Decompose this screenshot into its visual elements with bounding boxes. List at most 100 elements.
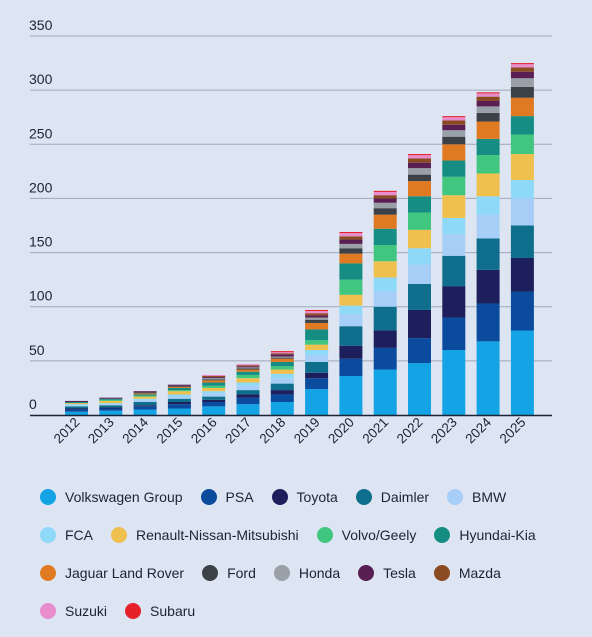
bar-segment (339, 239, 363, 244)
bar-segment (167, 385, 191, 387)
bar-segment (270, 356, 294, 358)
legend-item: Mazda (433, 554, 501, 592)
legend-item: Daimler (355, 478, 429, 516)
bar-segment (442, 217, 466, 235)
bar-segment (408, 196, 431, 213)
bar-segment (202, 385, 226, 388)
bar-segment (202, 382, 226, 386)
bar-segment (373, 198, 397, 203)
legend-swatch (358, 565, 375, 581)
bar-segment (510, 225, 534, 258)
legend-row: Suzuki Subaru (40, 592, 570, 630)
bar-segment (373, 347, 397, 370)
legend-swatch (273, 565, 290, 581)
bar-segment (339, 358, 363, 377)
bar-segment (305, 372, 329, 379)
legend-row: Volkswagen Group PSA Toyota Daimler BMW (40, 478, 570, 516)
bar-segment (408, 264, 431, 284)
bar-segment (476, 269, 500, 304)
y-tick-label: 100 (29, 288, 53, 304)
bar-segment (510, 63, 534, 65)
legend-item: Tesla (358, 554, 416, 592)
bar-segment (236, 366, 260, 368)
bar-segment (442, 117, 466, 121)
legend-item: Volvo/Geely (316, 516, 416, 554)
bar-segment (339, 345, 363, 359)
bar-segment (339, 233, 363, 237)
bar-segment (408, 309, 431, 339)
x-tick-label: 2014 (119, 414, 151, 446)
legend-item: Toyota (271, 478, 338, 516)
x-tick-label: 2012 (51, 415, 83, 447)
bar-segment (270, 361, 294, 367)
bar-segment (442, 136, 466, 145)
bar-segment (99, 404, 123, 406)
bar-segment (65, 404, 88, 406)
bar-segment (65, 406, 88, 409)
bar-segment (373, 306, 397, 331)
bar-segment (476, 92, 500, 94)
bar-segment (236, 371, 260, 375)
bar-segment (442, 160, 466, 177)
bar-segment (408, 154, 431, 156)
bar-segment (65, 403, 88, 405)
bar-segment (65, 409, 88, 412)
bar-segment (305, 313, 329, 316)
bar-segment (373, 228, 397, 245)
legend-item: PSA (200, 478, 254, 516)
bar-segment (270, 352, 294, 354)
bar-segment (167, 386, 191, 388)
bar-segment (476, 112, 500, 122)
legend-label: Renault-Nissan-Mitsubishi (136, 527, 299, 543)
legend-label: Mazda (458, 565, 501, 581)
bar-segment (65, 400, 88, 403)
bar-segment (270, 358, 294, 362)
bar-segment (270, 383, 294, 391)
bar-segment (476, 173, 500, 197)
bar-segment (236, 367, 260, 369)
bar-segment (305, 315, 329, 318)
legend-item: Ford (202, 554, 256, 592)
bar-segment (236, 369, 260, 372)
legend-swatch (202, 565, 219, 581)
bar-segment (305, 322, 329, 330)
bar-segment (510, 291, 534, 331)
legend-swatch (447, 489, 464, 505)
bar-segment (202, 391, 226, 394)
bar-segment (408, 181, 431, 197)
legend-label: Ford (227, 565, 256, 581)
bar-segment (408, 158, 431, 163)
legend-label: Toyota (296, 489, 338, 505)
legend-label: Subaru (150, 603, 196, 619)
legend-label: Tesla (383, 565, 416, 581)
x-tick-label: 2018 (257, 415, 289, 447)
bar-segment (305, 389, 329, 415)
bar-segment (202, 379, 226, 381)
bar-segment (476, 106, 500, 113)
bar-segment (167, 390, 191, 392)
legend-item: Renault-Nissan-Mitsubishi (111, 516, 299, 554)
bar-segment (510, 116, 534, 135)
bar-segment (476, 155, 500, 174)
bar-segment (442, 350, 466, 415)
legend-swatch (40, 565, 56, 581)
bar-segment (305, 319, 329, 323)
bar-segment (270, 357, 294, 359)
bar-segment (236, 394, 260, 398)
y-tick-label: 300 (29, 71, 53, 87)
bar-segment (202, 387, 226, 392)
bar-segment (133, 392, 157, 394)
legend-label: PSA (225, 489, 254, 505)
bar-segment (236, 374, 260, 379)
bar-segment (99, 405, 123, 408)
bar-segment (510, 257, 534, 292)
y-tick-label: 350 (29, 17, 53, 33)
legend-row: FCA Renault-Nissan-Mitsubishi Volvo/Geely H… (40, 516, 570, 554)
bar-segment (99, 398, 123, 400)
bar-segment (408, 168, 431, 175)
bar-segment (442, 195, 466, 218)
legend-swatch (355, 489, 372, 505)
bar-segment (442, 116, 466, 118)
x-tick-label: 2024 (462, 414, 494, 446)
bar-segment (202, 393, 226, 397)
